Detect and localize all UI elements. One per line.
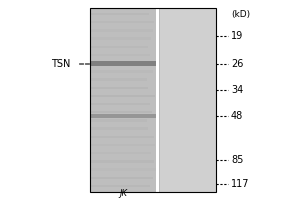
Bar <box>90 8 156 192</box>
Bar <box>90 87 148 89</box>
Bar <box>90 160 154 163</box>
Bar <box>90 119 147 122</box>
Bar <box>90 46 148 48</box>
Text: 48: 48 <box>231 111 243 121</box>
Text: JK: JK <box>119 188 127 198</box>
Bar <box>90 111 152 113</box>
Bar <box>90 144 155 146</box>
Text: 26: 26 <box>231 59 243 69</box>
Bar <box>90 177 153 179</box>
Bar <box>90 114 156 118</box>
Text: 117: 117 <box>231 179 250 189</box>
Text: 85: 85 <box>231 155 243 165</box>
Bar <box>90 29 153 32</box>
Bar <box>90 95 155 97</box>
Bar <box>90 78 146 81</box>
Text: TSN: TSN <box>51 59 70 69</box>
Bar <box>90 152 151 154</box>
Bar <box>90 13 149 15</box>
Bar <box>90 62 156 64</box>
Bar <box>90 54 150 56</box>
Bar <box>90 127 148 130</box>
Bar <box>90 185 150 187</box>
Text: 34: 34 <box>231 85 243 95</box>
Bar <box>159 8 216 192</box>
Bar <box>90 37 151 40</box>
Bar <box>90 136 154 138</box>
Bar <box>90 168 156 171</box>
Bar <box>90 21 154 23</box>
Bar <box>90 61 156 66</box>
Bar <box>90 103 150 105</box>
Text: (kD): (kD) <box>231 9 250 19</box>
Bar <box>90 70 153 73</box>
Bar <box>90 8 216 192</box>
Text: 19: 19 <box>231 31 243 41</box>
